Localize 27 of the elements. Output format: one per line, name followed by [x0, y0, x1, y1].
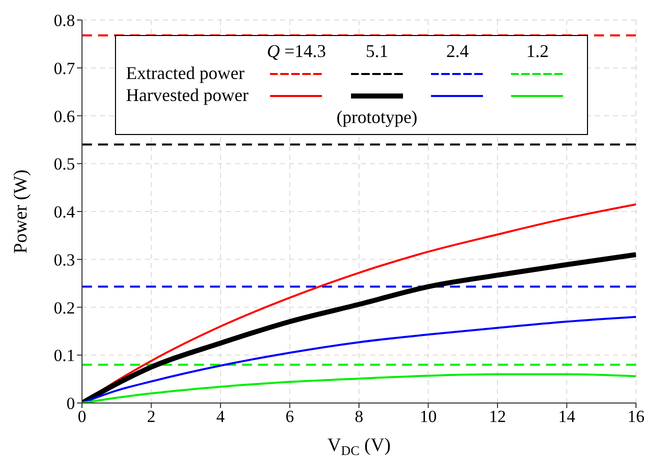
- legend-title: Q =: [266, 41, 295, 61]
- legend-label: Extracted power: [126, 62, 246, 84]
- y-tick-label: 0.3: [54, 250, 75, 270]
- annotation: 1.2: [525, 40, 550, 62]
- x-tick-label: 2: [147, 407, 156, 426]
- x-tick-label: 12: [489, 407, 506, 426]
- annotation: 5.1: [364, 40, 390, 62]
- annotation: 14.3: [294, 41, 326, 61]
- legend-label: Harvested power: [126, 84, 250, 106]
- annotation: (prototype): [336, 106, 418, 128]
- x-tick-label: 10: [420, 407, 437, 426]
- y-tick-label: 0: [66, 394, 75, 414]
- x-tick-label: 4: [216, 407, 226, 426]
- x-tick-label: 6: [286, 407, 294, 426]
- y-axis-title: Power (W): [10, 170, 32, 254]
- y-tick-label: 0.7: [54, 58, 76, 78]
- y-tick-label: 0.8: [54, 11, 75, 30]
- annotation: 2.4: [445, 40, 470, 62]
- x-tick-label: 8: [354, 407, 364, 426]
- y-tick-label: 0.2: [54, 298, 75, 318]
- y-tick-label: 0.1: [54, 346, 75, 366]
- y-tick-label: 0.5: [54, 154, 75, 174]
- y-tick-label: 0.4: [54, 202, 76, 222]
- x-tick-label: 16: [628, 407, 644, 426]
- x-tick-label: 14: [558, 407, 576, 426]
- x-axis-title: V$_{DC}$ (V): [327, 435, 391, 458]
- y-tick-label: 0.6: [54, 106, 75, 126]
